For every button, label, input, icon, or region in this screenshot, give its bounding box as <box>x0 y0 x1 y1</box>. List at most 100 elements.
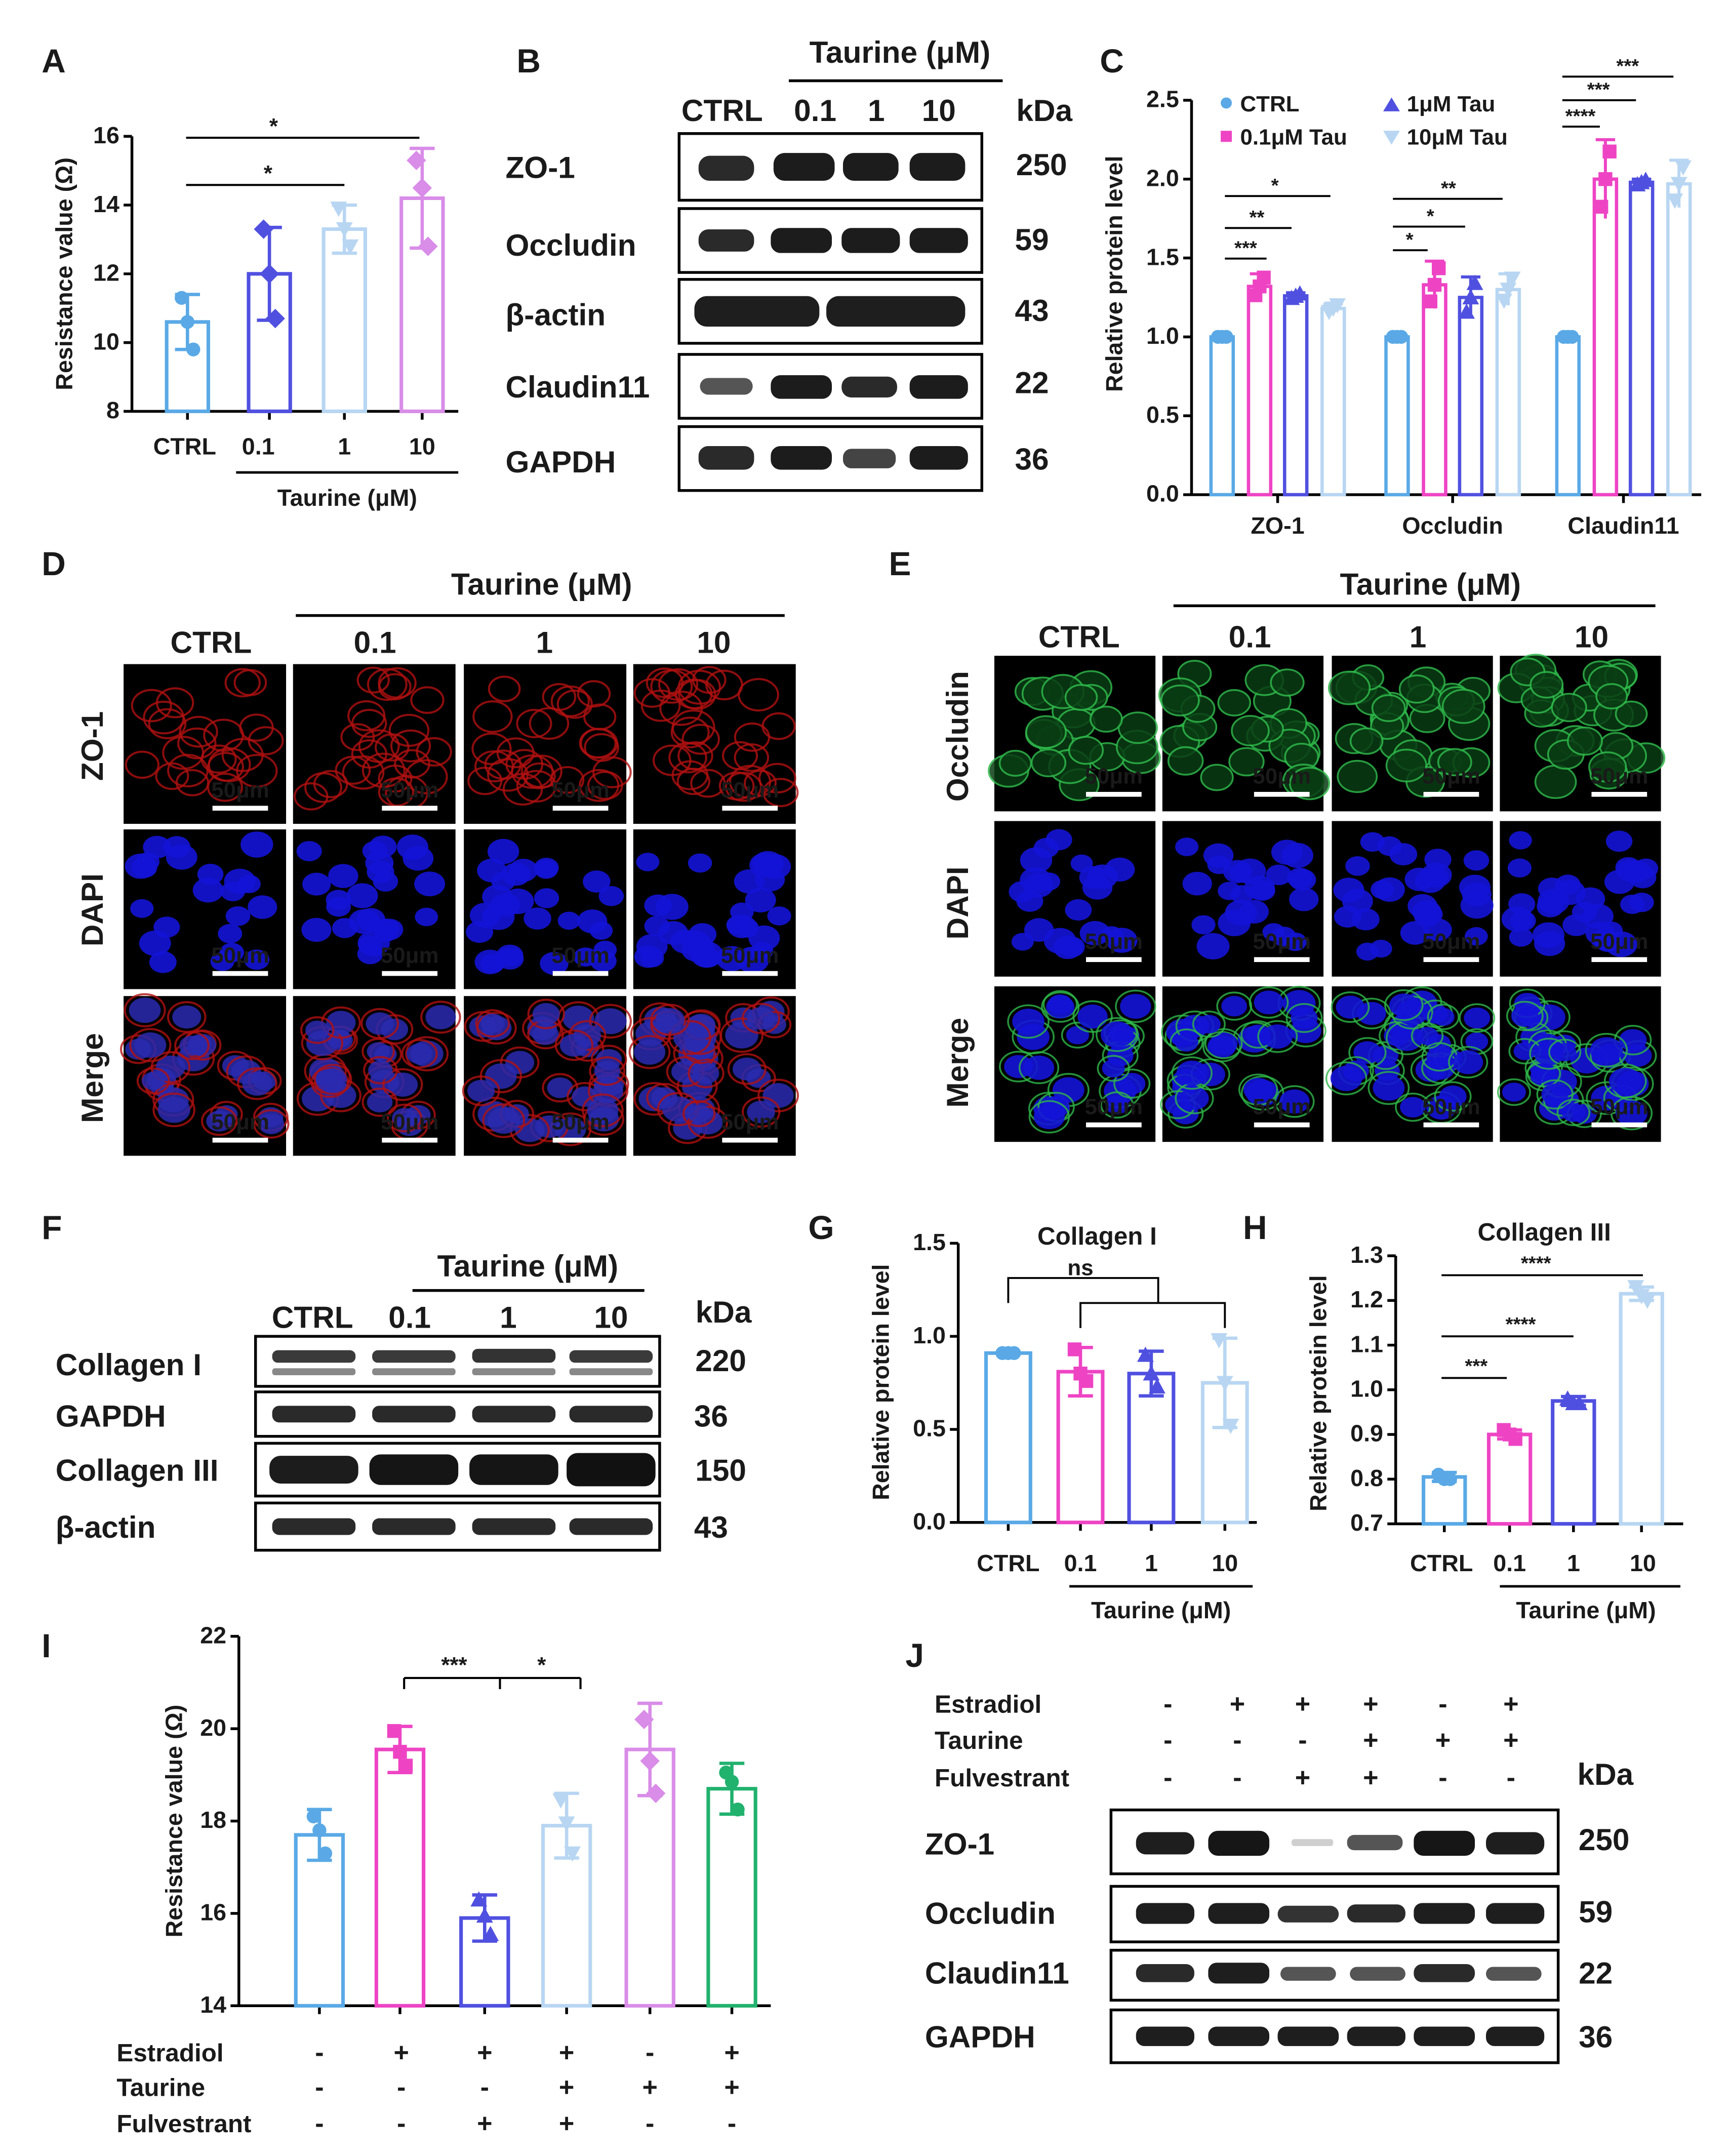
significance-mark: **** <box>1521 1253 1551 1274</box>
cell-membrane <box>253 1109 290 1139</box>
scale-bar-label: 50μm <box>1085 764 1143 788</box>
band-row <box>1136 1963 1542 1984</box>
nucleus <box>1553 1043 1577 1061</box>
micrograph: 50μm <box>293 996 461 1156</box>
panel-d: D Taurine (μM) CTRL 0.1 1 10 ZO-1 DAPI M… <box>42 545 799 1156</box>
cell-membrane <box>1371 694 1406 722</box>
cell-membrane <box>1072 1000 1113 1033</box>
blot-label: ZO-1 <box>505 150 575 185</box>
nucleus <box>1330 1065 1362 1091</box>
x-tick-label: CTRL <box>977 1550 1039 1576</box>
band <box>1347 1834 1403 1851</box>
nucleus <box>1360 832 1385 852</box>
cell-membrane <box>1506 1001 1544 1031</box>
data-point <box>1137 1346 1154 1362</box>
nucleus <box>1502 1083 1526 1102</box>
row-label-merge: Merge <box>75 1033 109 1123</box>
micrograph: 50μm <box>124 829 287 989</box>
nucleus <box>636 853 660 871</box>
panel-g: G Collagen I Relative protein level 0.00… <box>808 1209 1257 1623</box>
treatment-sign: + <box>559 2073 574 2102</box>
scale-bar-label: 50μm <box>381 1109 439 1134</box>
scale-bar <box>212 1137 268 1143</box>
cell-membrane <box>1328 670 1371 705</box>
row-label-dapi: DAPI <box>75 873 109 946</box>
nucleus <box>745 888 776 912</box>
cell-membrane <box>582 1093 624 1128</box>
cell-membrane <box>1398 674 1435 704</box>
micrograph: 50μm <box>1497 654 1666 812</box>
nucleus <box>1509 928 1533 947</box>
treatment-sign: - <box>1233 1726 1241 1755</box>
legend-marker-circle <box>1221 97 1232 109</box>
taurine-header: Taurine (μM) <box>1340 567 1521 601</box>
band <box>1136 2026 1194 2046</box>
band <box>841 376 897 397</box>
nucleus <box>1046 995 1075 1019</box>
x-tick-labels: CTRL 0.1 1 10 <box>153 433 435 459</box>
treatment-sign: - <box>1438 1763 1447 1792</box>
nucleus <box>469 902 501 928</box>
treatment-sign: + <box>1435 1726 1451 1755</box>
data-point <box>1666 193 1683 209</box>
y-axis-label: Resistance value (Ω) <box>160 1705 187 1938</box>
cell-membrane <box>361 752 406 788</box>
scale-bar-label: 50μm <box>1590 929 1648 954</box>
nucleus <box>562 1005 594 1031</box>
cell-membrane <box>378 764 413 793</box>
data-point <box>1565 330 1579 344</box>
nucleus <box>1191 915 1216 935</box>
data-point <box>1216 1376 1233 1391</box>
cell-membrane <box>587 771 623 800</box>
scale-bar-label: 50μm <box>1253 929 1311 954</box>
cell-membrane <box>670 716 710 748</box>
significance-mark: ** <box>1441 177 1456 199</box>
micrograph: 50μm <box>1328 656 1493 812</box>
cell-membrane <box>200 744 237 774</box>
cell-membrane <box>584 733 620 762</box>
micrograph: 50μm <box>1497 986 1661 1142</box>
y-tick-label: 0.9 <box>1350 1420 1383 1447</box>
treatment-sign: - <box>480 2073 489 2102</box>
y-tick-label: 14 <box>200 1991 226 2018</box>
taurine-header: Taurine (μM) <box>437 1249 619 1283</box>
cell-membrane <box>727 1053 767 1085</box>
cell-membrane <box>1028 1100 1070 1134</box>
significance-mark: * <box>269 114 278 139</box>
data-point <box>1571 1394 1588 1410</box>
band <box>272 1350 356 1363</box>
data-point <box>1148 1378 1165 1394</box>
band <box>1208 2026 1270 2046</box>
cell-membrane <box>300 1016 335 1044</box>
lane-label: 1 <box>500 1300 517 1335</box>
micrograph: 50μm <box>1332 821 1494 977</box>
kda-value: 59 <box>1015 222 1049 257</box>
data-point <box>1432 261 1446 275</box>
nucleus <box>487 1107 520 1134</box>
column-label: 0.1 <box>1229 620 1271 654</box>
data-point <box>476 1907 493 1923</box>
panel-letter: G <box>808 1209 834 1246</box>
band <box>1280 1967 1336 1981</box>
y-tick-label: 1.5 <box>1146 244 1179 270</box>
y-tick-label: 16 <box>200 1899 226 1926</box>
nucleus <box>219 943 245 963</box>
band <box>1485 1832 1545 1855</box>
panel-letter: C <box>1100 42 1124 79</box>
treatment-sign: + <box>477 2109 492 2138</box>
cell-membrane <box>1548 1039 1582 1066</box>
kda-value: 43 <box>694 1510 728 1544</box>
lane-label: 10 <box>594 1300 628 1335</box>
kda-label: kDa <box>1016 93 1072 128</box>
panel-letter: F <box>42 1209 62 1246</box>
nucleus <box>1537 895 1564 917</box>
column-label: 10 <box>1575 620 1609 654</box>
cell-membrane <box>387 1103 422 1133</box>
band-row <box>1136 1830 1545 1856</box>
cell-membrane <box>1025 715 1067 749</box>
nucleus <box>1262 1024 1293 1049</box>
nucleus <box>598 886 624 906</box>
cell-membrane <box>738 678 779 712</box>
scale-bar-label: 50μm <box>551 778 610 803</box>
cell-membrane <box>1441 689 1485 724</box>
